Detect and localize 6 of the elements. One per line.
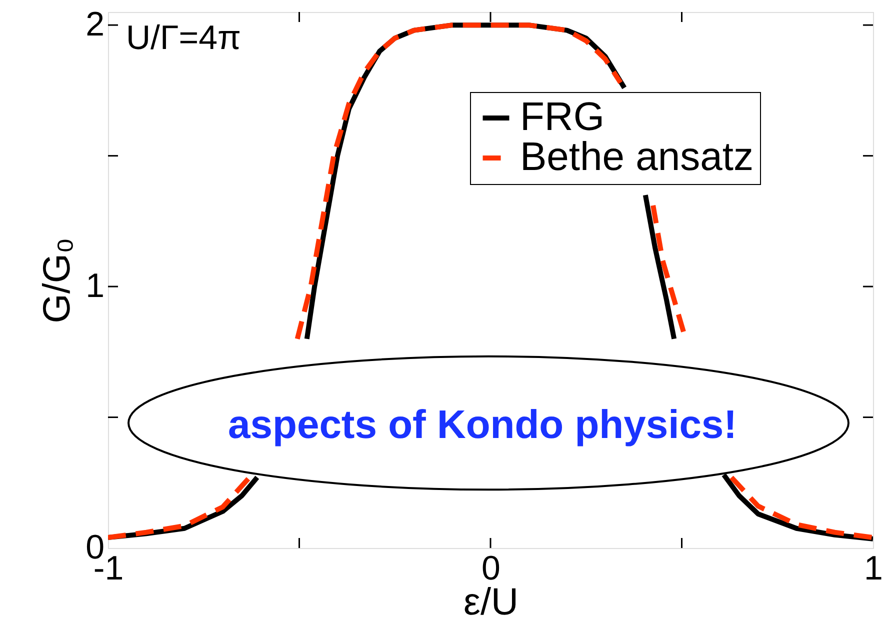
annotation: U/Γ=4π [126,19,241,57]
annotation: aspects of Kondo physics! [228,403,737,447]
y-axis-title: G/G₀ [36,238,79,324]
y-tick-label: 1 [86,267,104,306]
x-tick-label: 1 [864,550,883,588]
y-tick-label: 2 [86,6,104,44]
